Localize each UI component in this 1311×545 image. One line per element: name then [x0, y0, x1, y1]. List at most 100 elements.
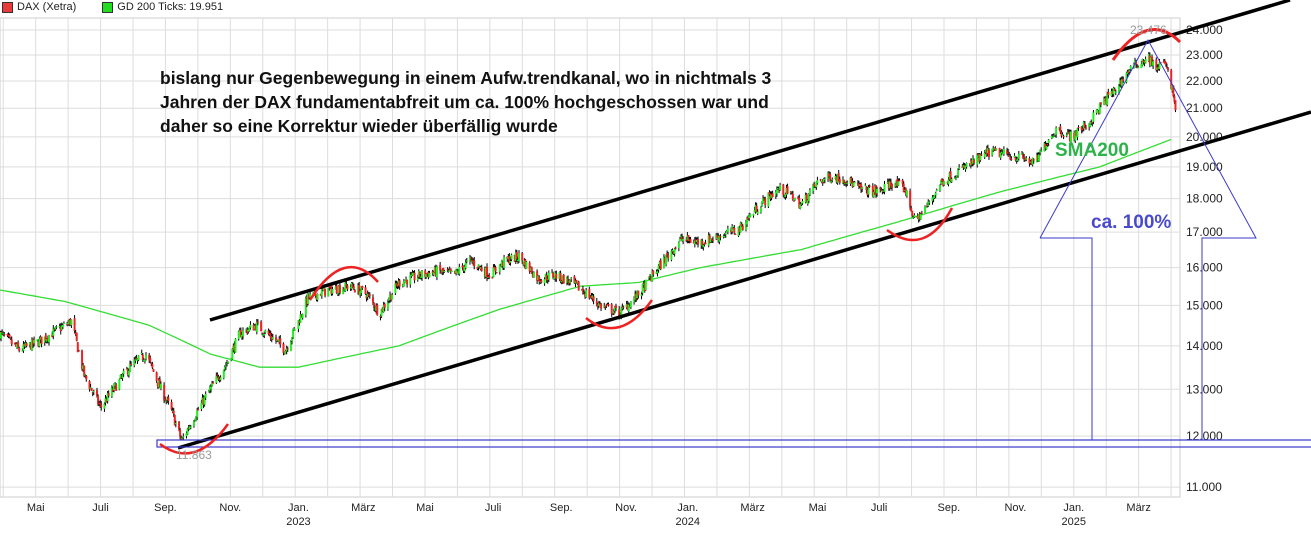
candle	[245, 328, 248, 333]
candle	[14, 342, 17, 348]
candle-body	[167, 397, 170, 402]
y-tick-label: 12.000	[1186, 429, 1223, 443]
candle	[89, 383, 92, 390]
candle	[367, 291, 370, 298]
candle-body	[812, 184, 815, 192]
candle-body	[540, 280, 543, 283]
candle-body	[256, 321, 259, 323]
candle	[837, 169, 840, 182]
candle	[1029, 159, 1032, 165]
candle	[256, 319, 259, 326]
candle-body	[524, 259, 527, 269]
grid	[0, 17, 1181, 498]
candle-body	[335, 285, 338, 294]
candle	[157, 377, 160, 389]
candle	[640, 291, 643, 300]
candle-body	[1084, 127, 1087, 129]
candle-body	[820, 181, 823, 183]
candle-body	[241, 330, 244, 336]
candle	[203, 395, 206, 407]
candle	[394, 280, 397, 296]
candle	[980, 151, 983, 156]
candle	[1002, 146, 1005, 156]
candle	[17, 340, 20, 348]
candle-body	[73, 318, 76, 332]
candle	[764, 196, 767, 209]
candle	[547, 270, 550, 283]
candle	[95, 387, 98, 398]
candle-body	[1157, 67, 1160, 70]
legend-item-dax[interactable]: DAX (Xetra)	[2, 0, 76, 14]
legend-item-gd200[interactable]: GD 200 Ticks: 19.951	[102, 0, 223, 14]
candle	[196, 407, 199, 420]
candle	[1076, 127, 1079, 141]
candle	[778, 186, 781, 194]
candle	[560, 279, 563, 285]
candle	[969, 158, 972, 169]
candle	[561, 275, 564, 285]
candle	[531, 271, 534, 278]
candle-body	[1044, 144, 1047, 149]
candle-body	[53, 328, 56, 330]
candle	[503, 254, 506, 270]
candle-body	[558, 272, 561, 280]
candle	[409, 271, 412, 288]
candle-body	[532, 272, 535, 278]
candle	[912, 215, 915, 219]
candle-body	[23, 344, 26, 347]
candle-body	[291, 337, 294, 342]
candle-body	[977, 154, 980, 157]
candle-body	[739, 222, 742, 233]
candle	[149, 355, 152, 364]
candle-body	[969, 161, 972, 166]
candle	[151, 361, 154, 369]
candle	[851, 178, 854, 188]
candle	[471, 257, 474, 264]
candle-body	[507, 256, 510, 260]
candle-body	[240, 334, 243, 338]
candle	[105, 396, 108, 403]
candle	[888, 178, 891, 191]
candle	[170, 399, 173, 411]
candle	[932, 194, 935, 203]
candle-body	[125, 368, 128, 370]
candle-body	[346, 285, 349, 290]
candle	[365, 293, 368, 302]
candle	[231, 348, 234, 360]
x-tick-label: März	[1126, 502, 1150, 514]
candle	[396, 281, 399, 290]
candle-body	[879, 187, 882, 189]
candle	[820, 181, 823, 184]
candle-body	[873, 186, 876, 193]
candle	[1021, 150, 1024, 155]
candle	[1126, 69, 1129, 78]
candle-body	[597, 303, 600, 306]
candle-body	[368, 294, 371, 297]
candle	[643, 280, 646, 293]
candle	[685, 236, 688, 243]
candle-body	[1142, 60, 1145, 63]
candle-body	[1092, 112, 1095, 122]
candle-body	[1014, 157, 1017, 161]
candle-body	[801, 201, 804, 204]
candle-body	[576, 282, 579, 284]
candle-body	[261, 332, 264, 334]
candle	[140, 349, 143, 356]
candle-body	[267, 330, 270, 335]
candle-body	[791, 193, 794, 200]
candle	[382, 301, 385, 313]
candle	[1032, 158, 1035, 164]
y-tick-label: 18.000	[1186, 192, 1223, 206]
candle	[107, 390, 110, 398]
candle-body	[1067, 132, 1070, 134]
candle-body	[477, 264, 480, 268]
candle	[1091, 121, 1094, 127]
candle	[331, 286, 334, 296]
candle	[919, 212, 922, 220]
candle-body	[1107, 91, 1110, 96]
candle-body	[188, 426, 191, 430]
candle-body	[1035, 155, 1038, 163]
candle-body	[1068, 131, 1071, 142]
candle	[73, 315, 76, 334]
